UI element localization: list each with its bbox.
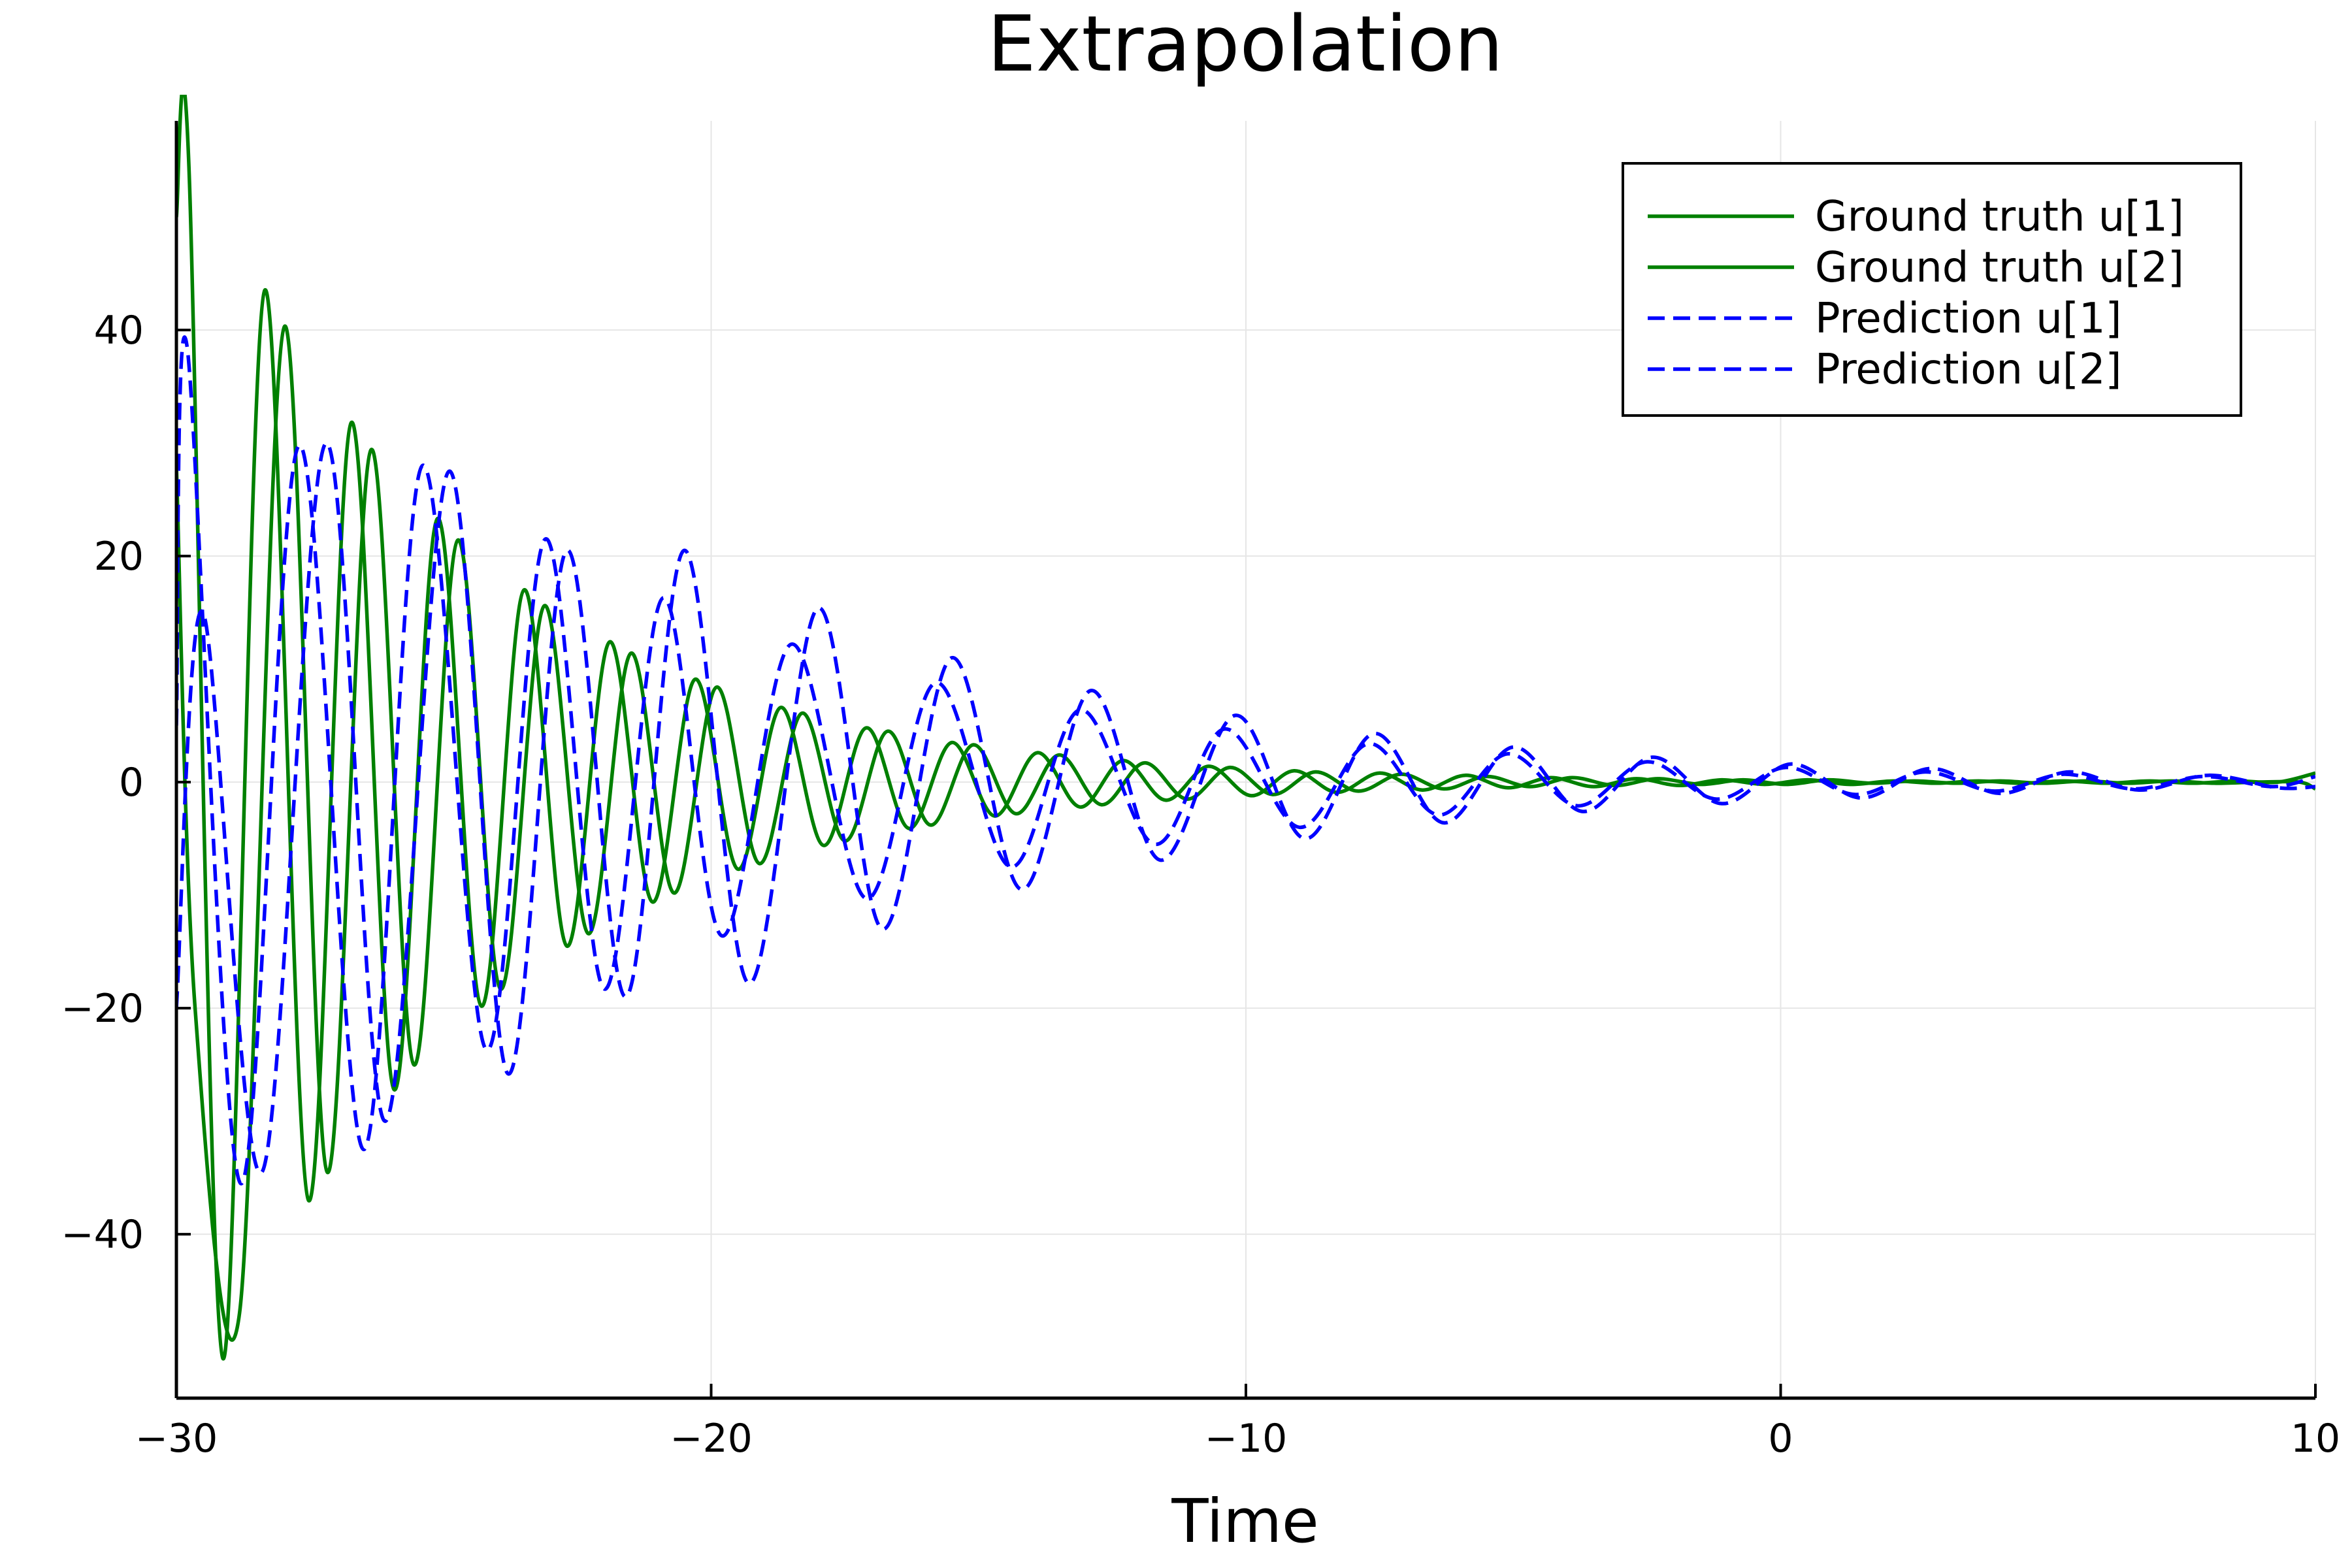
legend-box (1622, 162, 2242, 417)
x-tick-label: −30 (135, 1416, 218, 1462)
legend-label: Prediction u[1] (1815, 295, 2122, 343)
y-ticks: −40 −20 0 20 40 (61, 308, 191, 1258)
x-tick-label: −10 (1205, 1416, 1288, 1462)
series-line-prediction-u-1 (176, 335, 2315, 1186)
series-line-ground-truth-u-2 (176, 325, 2315, 1342)
y-tick-label: 20 (94, 534, 144, 580)
y-tick-label: −40 (61, 1212, 144, 1258)
y-tick-label: 0 (119, 760, 144, 806)
y-tick-label: −20 (61, 986, 144, 1032)
x-tick-label: −20 (670, 1416, 753, 1462)
legend-label: Ground truth u[2] (1815, 244, 2184, 292)
series-line-prediction-u-2 (176, 441, 2315, 1175)
x-tick-label: 10 (2291, 1416, 2340, 1462)
legend: Ground truth u[1]Ground truth u[2]Predic… (1622, 162, 2242, 417)
legend-label: Ground truth u[1] (1815, 193, 2184, 241)
x-tick-label: 0 (1768, 1416, 1793, 1462)
plot-series (176, 95, 2315, 1361)
legend-label: Prediction u[2] (1815, 346, 2122, 394)
x-axis-label: Time (1171, 1486, 1318, 1556)
chart-title: Extrapolation (987, 0, 1503, 89)
x-ticks: −30 −20 −10 0 10 (135, 1384, 2340, 1462)
y-tick-label: 40 (94, 308, 144, 353)
